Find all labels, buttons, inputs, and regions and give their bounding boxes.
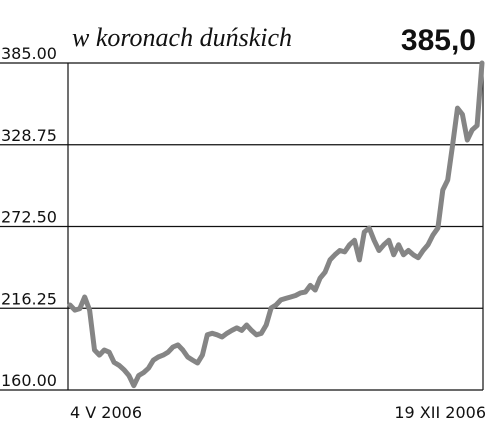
x-tick-label: 19 XII 2006 [394,403,486,422]
y-tick-label: 216.25 [1,289,57,308]
chart-title: w koronach duńskich [72,23,292,52]
headline-value: 385,0 [401,24,476,57]
x-tick-label: 4 V 2006 [70,403,142,422]
y-tick-label: 160.00 [1,371,57,390]
y-tick-label: 328.75 [1,126,57,145]
y-tick-label: 385.00 [1,44,57,63]
price-line [67,60,485,389]
y-tick-label: 272.50 [1,208,57,227]
